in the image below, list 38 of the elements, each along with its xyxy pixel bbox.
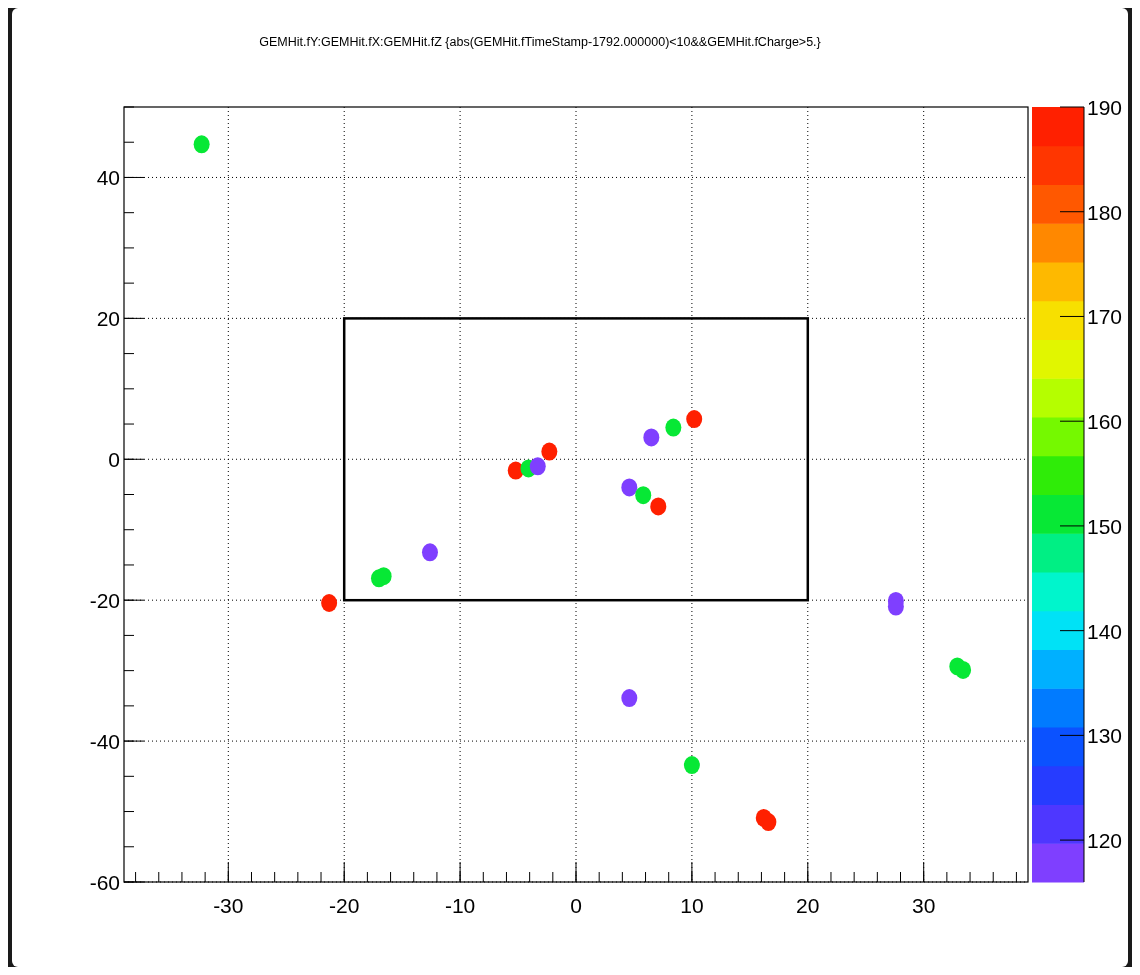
point <box>643 428 660 447</box>
point <box>541 442 558 461</box>
color-bar-label: 150 <box>1087 514 1123 538</box>
color-bar-label: 160 <box>1087 410 1123 434</box>
point <box>686 410 703 429</box>
point <box>193 135 210 154</box>
point <box>321 594 338 612</box>
color-bar-label: 130 <box>1087 724 1123 748</box>
y-tick-label: 20 <box>96 307 120 331</box>
y-tick-label: 0 <box>108 448 120 472</box>
x-tick-label: 20 <box>796 894 820 917</box>
color-bar-label: 190 <box>1087 96 1123 119</box>
point <box>421 543 438 562</box>
y-tick-label: -20 <box>89 589 120 613</box>
point <box>635 486 652 505</box>
x-tick-label: 10 <box>680 894 704 917</box>
y-tick-label: 40 <box>96 166 120 190</box>
y-tick-label: -60 <box>89 871 120 894</box>
y-tick-label: -40 <box>89 730 120 754</box>
point <box>683 756 700 775</box>
color-bar-label: 120 <box>1087 829 1123 853</box>
point <box>665 418 682 437</box>
chart-title: GEMHit.fY:GEMHit.fX:GEMHit.fZ {abs(GEMHit.fTimeStamp-1792.000000)<10&&GEMHit.fCharge>5.} <box>259 35 821 49</box>
point <box>529 457 546 476</box>
point <box>760 813 777 832</box>
point <box>621 478 638 497</box>
x-tick-label: 0 <box>570 894 582 917</box>
x-tick-label: -20 <box>329 894 360 917</box>
x-tick-label: -30 <box>213 894 244 917</box>
x-tick-label: -10 <box>444 894 476 917</box>
color-bar-label: 180 <box>1087 200 1123 224</box>
point <box>955 660 972 679</box>
point <box>375 567 392 586</box>
x-tick-label: 30 <box>912 894 936 917</box>
color-bar-label: 140 <box>1087 619 1123 643</box>
point <box>621 689 638 708</box>
point <box>650 497 667 516</box>
color-bar-label: 170 <box>1087 305 1123 329</box>
